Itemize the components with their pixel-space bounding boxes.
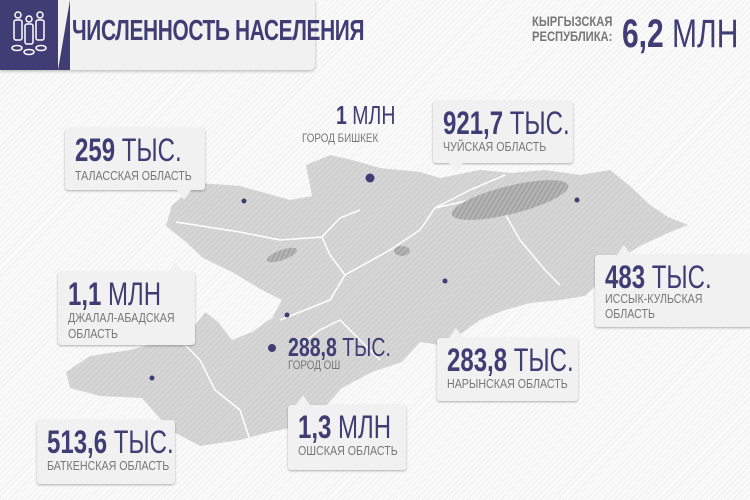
callout-bishkek: 1 МЛН ГОРОД БИШКЕК	[300, 100, 395, 150]
callout-unit: МЛН	[108, 276, 162, 312]
callout-label: ТАЛАССКАЯ ОБЛАСТЬ	[75, 168, 192, 183]
callout-label: ГОРОД БИШКЕК	[302, 131, 379, 145]
karakol-dot	[574, 197, 580, 203]
callout-osh-city: 288,8 ТЫС. ГОРОД ОШ	[278, 332, 391, 374]
callout-unit: ТЫС.	[651, 259, 712, 295]
callout-unit: МЛН	[338, 409, 392, 445]
callout-number: 921,7	[443, 105, 504, 141]
callout-label: ОШСКАЯ ОБЛАСТЬ	[298, 443, 398, 458]
callout-label: ОБЛАСТЬ	[605, 306, 656, 321]
callout-unit: ТЫС.	[513, 342, 574, 378]
callout-number: 1,3	[298, 409, 332, 445]
talas-dot	[241, 198, 247, 204]
callout-label: БАТКЕНСКАЯ ОБЛАСТЬ	[47, 458, 170, 473]
jalalabad-dot	[284, 312, 290, 318]
header-banner: ЧИСЛЕННОСТЬ НАСЕЛЕНИЯ	[0, 0, 364, 70]
callout-number: 283,8	[447, 342, 508, 378]
callout-unit: ТЫС.	[121, 132, 182, 168]
callout-number: 513,6	[47, 424, 108, 460]
callout-number: 259	[75, 132, 116, 168]
total-unit: МЛН	[672, 12, 739, 56]
callout-batken: 513,6 ТЫС. БАТКЕНСКАЯ ОБЛАСТЬ	[37, 420, 175, 484]
callout-unit: МЛН	[352, 100, 396, 130]
callout-issykkul: 483 ТЫС. ИССЫК-КУЛЬСКАЯ ОБЛАСТЬ	[595, 245, 750, 327]
callout-label: ОБЛАСТЬ	[68, 326, 119, 341]
osh-dot	[268, 344, 276, 352]
country-label-line1: КЫРГЫЗСКАЯ	[532, 13, 613, 29]
callout-jalalabad: 1,1 МЛН ДЖАЛАЛ-АБАДСКАЯ ОБЛАСТЬ	[58, 262, 195, 345]
callout-label: НАРЫНСКАЯ ОБЛАСТЬ	[447, 376, 568, 391]
issyk-kul-lake	[451, 180, 569, 220]
total-number: 6,2	[622, 12, 664, 56]
naryn-dot	[442, 278, 448, 284]
callout-label: ИССЫК-КУЛЬСКАЯ	[605, 291, 703, 306]
callout-osh: 1,3 МЛН ОШСКАЯ ОБЛАСТЬ	[288, 395, 406, 470]
total-population: 6,2 МЛН	[622, 12, 738, 57]
callout-label: ГОРОД ОШ	[288, 358, 341, 372]
callout-unit: ТЫС.	[113, 424, 174, 460]
callout-label: ДЖАЛАЛ-АБАДСКАЯ	[68, 310, 175, 325]
people-icon	[11, 11, 47, 56]
batken-dot	[149, 375, 155, 381]
callout-number: 1,1	[68, 276, 102, 312]
country-label: КЫРГЫЗСКАЯ РЕСПУБЛИКА:	[532, 14, 612, 44]
callout-number: 1	[336, 100, 347, 130]
page-title: ЧИСЛЕННОСТЬ НАСЕЛЕНИЯ	[72, 15, 365, 47]
callout-naryn: 283,8 ТЫС. НАРЫНСКАЯ ОБЛАСТЬ	[437, 328, 578, 401]
callout-unit: ТЫС.	[509, 105, 570, 141]
song-kul-lake	[394, 246, 410, 256]
callout-label: ЧУЙСКАЯ ОБЛАСТЬ	[443, 139, 547, 154]
country-shape	[66, 155, 688, 446]
toktogul-reservoir	[266, 247, 298, 263]
header-icon-block	[0, 0, 70, 70]
callout-unit: ТЫС.	[342, 332, 391, 362]
callout-chui: 921,7 ТЫС. ЧУЙСКАЯ ОБЛАСТЬ	[433, 101, 573, 173]
bishkek-dot	[365, 173, 375, 183]
callout-talas: 259 ТЫС. ТАЛАССКАЯ ОБЛАСТЬ	[65, 128, 205, 200]
callout-number: 483	[605, 259, 646, 295]
country-label-line2: РЕСПУБЛИКА:	[532, 28, 613, 44]
callout-number: 288,8	[288, 332, 337, 362]
